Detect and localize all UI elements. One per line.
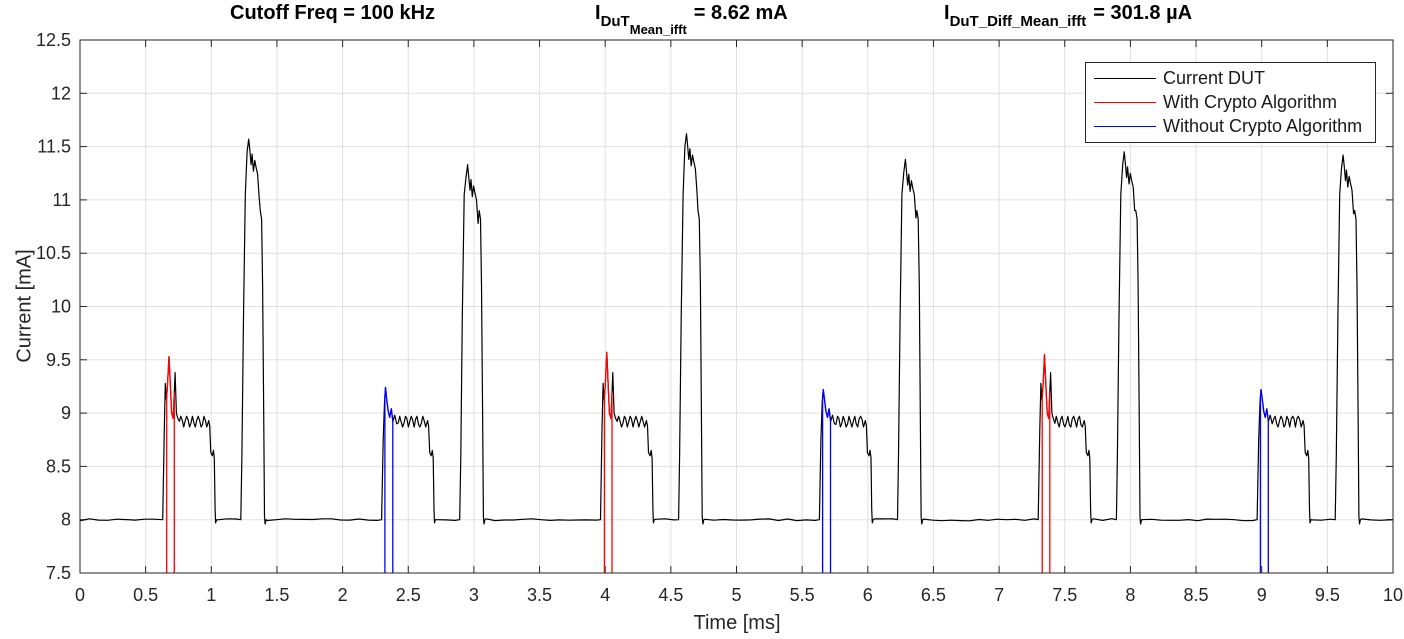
y-tick-label: 11: [52, 190, 71, 210]
series-with-crypto: [1041, 353, 1051, 573]
series-current-dut: [80, 133, 1393, 525]
legend-item: Without Crypto Algorithm: [1086, 115, 1375, 139]
x-tick-label: 1.5: [264, 585, 289, 605]
legend-line-with-crypto: [1094, 101, 1156, 103]
x-tick-label: 9: [1257, 585, 1267, 605]
y-tick-labels: 7.5 8 8.5 9 9.5 10 10.5 11 11.5 12 12.5: [36, 30, 71, 583]
series-without-crypto: [384, 386, 394, 573]
x-axis-label: Time [ms]: [693, 612, 781, 634]
legend-item: Current DUT: [1086, 66, 1375, 90]
series-with-crypto: [603, 351, 613, 573]
x-tick-label: 8: [1125, 585, 1135, 605]
legend-item: With Crypto Algorithm: [1086, 90, 1375, 114]
y-tick-label: 8.5: [46, 456, 71, 476]
x-tick-label: 3.5: [527, 585, 552, 605]
x-tick-label: 2: [338, 585, 348, 605]
x-tick-label: 10: [1383, 585, 1403, 605]
y-tick-label: 9: [61, 403, 71, 423]
x-tick-label: 4.5: [658, 585, 683, 605]
y-axis-label: Current [mA]: [13, 249, 36, 363]
y-tick-label: 12.5: [36, 30, 71, 50]
y-tick-label: 9.5: [46, 350, 71, 370]
x-tick-label: 6.5: [921, 585, 946, 605]
series-without-crypto: [821, 388, 832, 573]
x-tick-label: 1: [206, 585, 216, 605]
x-tick-label: 8.5: [1184, 585, 1209, 605]
y-tick-label: 8: [61, 510, 71, 530]
plot-border: [79, 39, 1394, 574]
legend-line-current-dut: [1094, 77, 1156, 79]
x-tick-label: 9.5: [1315, 585, 1340, 605]
y-tick-label: 10: [51, 297, 71, 317]
x-tick-label: 7: [994, 585, 1004, 605]
x-tick-label: 7.5: [1052, 585, 1077, 605]
legend: Current DUT With Crypto Algorithm Withou…: [1085, 62, 1376, 143]
series-without-crypto: [1259, 388, 1269, 573]
x-tick-label: 5.5: [790, 585, 815, 605]
x-tick-label: 0.5: [133, 585, 158, 605]
legend-line-without-crypto: [1094, 126, 1156, 128]
title-segment-diff-current: IDuT_Diff_Mean_ifft = 301.8 µA: [944, 2, 1193, 30]
y-tick-label: 11.5: [37, 137, 71, 157]
x-tick-label: 3: [469, 585, 479, 605]
x-tick-label: 5: [731, 585, 741, 605]
x-tick-labels: 0 0.5 1 1.5 2 2.5 3 3.5 4 4.5 5 5.5 6 6.5 7 7.5 8 8.5 9 9.5…: [75, 585, 1403, 605]
y-tick-label: 12: [51, 83, 71, 103]
y-tick-label: 10.5: [36, 243, 71, 263]
y-tick-label: 7.5: [46, 563, 71, 583]
title-segment-mean-current: IDuTMean_ifft= 8.62 mA: [595, 2, 788, 37]
grid-lines: [80, 40, 1393, 573]
x-tick-label: 0: [75, 585, 85, 605]
x-tick-label: 4: [600, 585, 610, 605]
series-with-crypto: [166, 355, 175, 573]
x-tick-label: 2.5: [396, 585, 421, 605]
x-tick-label: 6: [863, 585, 873, 605]
title-segment-cutoff: Cutoff Freq = 100 kHz: [230, 2, 436, 24]
